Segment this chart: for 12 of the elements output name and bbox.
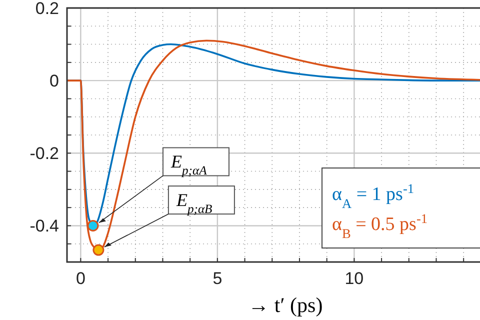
x-axis-title: → t′ (ps) bbox=[248, 293, 323, 317]
y-tick-label: -0.4 bbox=[30, 216, 59, 236]
y-tick-label: 0 bbox=[50, 72, 59, 91]
x-tick-label: 0 bbox=[76, 269, 86, 288]
annotation: E$_{p;αA}$ bbox=[170, 152, 208, 178]
y-tick-label: -0.2 bbox=[30, 144, 59, 164]
x-tick-label: 5 bbox=[212, 269, 222, 288]
text: α$_{B}$ = 0.5 ps$^{-1}$ bbox=[332, 210, 428, 240]
y-tick-label: 0.2 bbox=[35, 0, 59, 18]
text: α$_{A}$ = 1 ps$^{-1}$ bbox=[332, 180, 414, 210]
x-tick-label: 10 bbox=[344, 269, 364, 288]
annotation: E$_{p;αB}$ bbox=[175, 190, 213, 216]
